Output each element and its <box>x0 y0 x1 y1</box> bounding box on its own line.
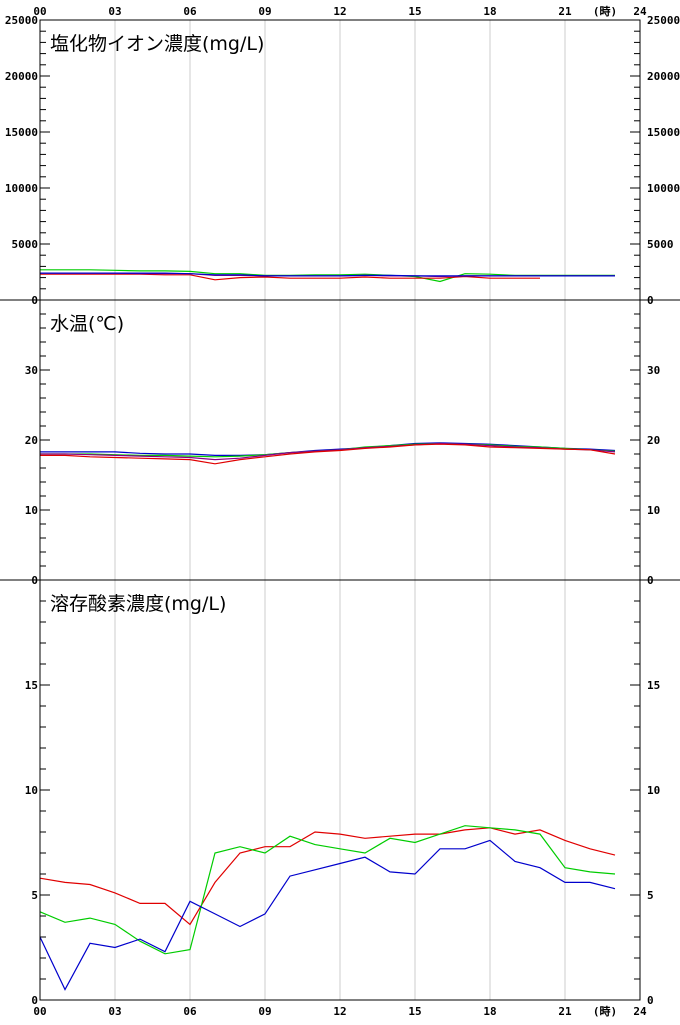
y-tick-label-left: 30 <box>25 364 38 377</box>
y-tick-label-right: 5 <box>647 889 654 902</box>
y-tick-label-left: 15000 <box>5 126 38 139</box>
x-tick-label-top: 00 <box>33 5 46 18</box>
y-tick-label-left: 25000 <box>5 14 38 27</box>
x-tick-label-bottom: 00 <box>33 1005 46 1018</box>
y-tick-label-right: 10 <box>647 784 660 797</box>
x-tick-label-bottom: 18 <box>483 1005 496 1018</box>
y-tick-label-left: 5 <box>31 889 38 902</box>
y-tick-label-right: 10 <box>647 504 660 517</box>
x-tick-label-bottom: 06 <box>183 1005 197 1018</box>
panel-title: 溶存酸素濃度(mg/L) <box>50 593 226 615</box>
y-tick-label-right: 15 <box>647 679 660 692</box>
panel-title: 水温(℃) <box>50 313 124 335</box>
y-tick-label-left: 10 <box>25 504 38 517</box>
series-line-blue <box>39 839 616 991</box>
series-line-green <box>39 825 616 955</box>
x-tick-label-top: 21 <box>558 5 572 18</box>
series-line-purple <box>40 442 616 461</box>
y-tick-label-right: 5000 <box>647 238 674 251</box>
y-tick-label-left: 0 <box>31 994 38 1007</box>
x-tick-label-bottom: 21 <box>558 1005 572 1018</box>
y-tick-label-left: 15 <box>25 679 38 692</box>
y-tick-label-left: 10000 <box>5 182 38 195</box>
y-tick-label-right: 10000 <box>647 182 680 195</box>
y-tick-label-right: 30 <box>647 364 660 377</box>
x-tick-label-top: 18 <box>483 5 496 18</box>
y-tick-label-left: 10 <box>25 784 38 797</box>
x-tick-label-top: 12 <box>333 5 346 18</box>
hour-unit-top: (時) <box>593 4 617 18</box>
hour-unit-bottom: (時) <box>593 1004 617 1018</box>
plot-frame <box>39 19 641 1001</box>
x-tick-label-top: 24 <box>633 5 647 18</box>
x-tick-label-bottom: 15 <box>408 1005 421 1018</box>
x-tick-label-top: 09 <box>258 5 271 18</box>
x-tick-label-bottom: 12 <box>333 1005 346 1018</box>
y-tick-label-left: 5000 <box>12 238 39 251</box>
x-tick-label-bottom: 03 <box>108 1005 121 1018</box>
y-tick-label-right: 20 <box>647 434 660 447</box>
x-tick-label-top: 06 <box>183 5 197 18</box>
x-tick-label-bottom: 09 <box>258 1005 271 1018</box>
y-tick-label-left: 20000 <box>5 70 38 83</box>
y-tick-label-right: 20000 <box>647 70 680 83</box>
x-tick-label-top: 15 <box>408 5 421 18</box>
y-tick-label-left: 20 <box>25 434 38 447</box>
panel-title: 塩化物イオン濃度(mg/L) <box>50 33 264 55</box>
y-tick-label-right: 15000 <box>647 126 680 139</box>
series-line-red <box>40 273 540 281</box>
series-line-red <box>39 827 616 926</box>
x-tick-label-bottom: 24 <box>633 1005 647 1018</box>
y-tick-label-right: 25000 <box>647 14 680 27</box>
y-tick-label-right: 0 <box>647 994 654 1007</box>
series-line-red <box>40 443 616 465</box>
series-line-blue <box>40 272 615 277</box>
x-tick-label-top: 03 <box>108 5 121 18</box>
series-line-blue <box>40 442 616 456</box>
